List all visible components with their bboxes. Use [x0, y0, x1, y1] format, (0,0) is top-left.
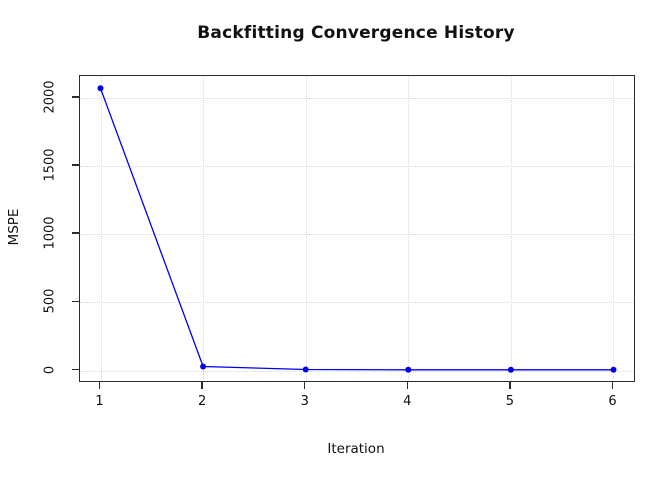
- x-tick-label: 2: [197, 394, 207, 409]
- vertical-gridline: [100, 76, 102, 381]
- vertical-gridline: [510, 76, 512, 381]
- x-tick-label: 5: [505, 394, 515, 409]
- horizontal-gridline: [80, 166, 634, 168]
- x-axis-tick: [201, 381, 203, 389]
- data-point-marker: [97, 85, 104, 92]
- y-tick-label: 2000: [42, 80, 58, 114]
- data-point-marker: [610, 366, 617, 373]
- vertical-gridline: [305, 76, 307, 381]
- y-axis-tick: [72, 300, 79, 303]
- horizontal-gridline: [80, 302, 634, 304]
- data-layer: [97, 85, 617, 373]
- y-tick-label: 1000: [42, 216, 58, 250]
- series-line: [99, 88, 614, 371]
- data-point-marker: [200, 363, 207, 370]
- x-tick-label: 4: [403, 394, 412, 409]
- chart-title: Backfitting Convergence History: [197, 23, 515, 43]
- y-axis-tick: [72, 96, 79, 98]
- x-axis-label: Iteration: [327, 441, 385, 457]
- plot-area: [79, 75, 635, 382]
- data-point-marker: [507, 366, 514, 373]
- y-axis-tick: [72, 232, 79, 234]
- y-tick-label: 500: [42, 289, 58, 314]
- x-axis-tick: [303, 381, 306, 389]
- y-axis-tick: [72, 164, 79, 166]
- x-tick-label: 1: [95, 394, 104, 409]
- vertical-gridline: [203, 76, 205, 381]
- data-point-marker: [405, 366, 412, 373]
- horizontal-gridline: [80, 234, 634, 236]
- x-axis-tick: [611, 381, 614, 389]
- x-axis-tick: [98, 381, 101, 389]
- x-axis-tick: [406, 381, 409, 389]
- vertical-gridline: [613, 76, 615, 381]
- y-axis-label: MSPE: [6, 208, 22, 246]
- vertical-gridline: [408, 76, 410, 381]
- horizontal-gridline: [80, 370, 634, 372]
- x-axis-tick: [509, 381, 511, 389]
- data-point-marker: [302, 366, 309, 373]
- y-axis-tick: [72, 368, 79, 371]
- y-tick-label: 1500: [42, 148, 58, 182]
- horizontal-gridline: [80, 97, 634, 99]
- x-tick-label: 6: [608, 394, 617, 409]
- x-tick-label: 3: [300, 394, 309, 409]
- y-tick-label: 0: [42, 365, 58, 374]
